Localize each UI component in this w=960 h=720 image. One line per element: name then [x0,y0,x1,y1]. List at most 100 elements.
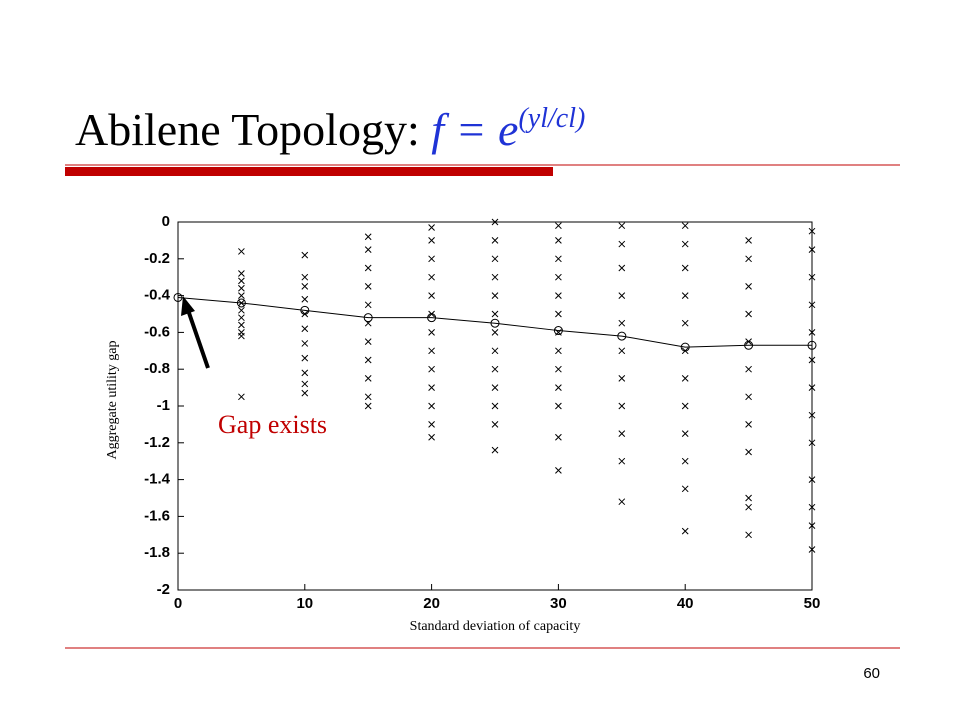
point [364,356,372,364]
point [618,457,626,465]
point [301,369,309,377]
y-tick-label: -0.4 [144,287,171,304]
y-tick-label: -1 [157,397,170,414]
point [808,329,816,336]
point [555,255,562,263]
point [428,329,435,336]
point [555,310,562,318]
point [618,347,626,355]
point [364,301,372,309]
point [618,240,626,248]
x-tick-label: 10 [296,595,313,612]
point [555,365,562,373]
slide-title: Abilene Topology: f = e(yl/cl) [75,103,585,155]
point [681,319,689,327]
point [555,402,562,410]
point [364,233,372,241]
point [238,332,245,340]
x-axis-label: Standard deviation of capacity [410,619,581,634]
point [364,393,372,401]
point [301,283,309,290]
point [681,430,689,437]
point [301,389,309,397]
point [808,273,816,281]
mean-marker [807,340,817,350]
point [238,321,245,329]
annotation-arrow [186,309,210,369]
y-tick-label: -1.6 [144,507,170,524]
point [301,354,309,362]
y-tick-label: -0.6 [144,323,170,340]
x-tick-label: 0 [174,595,182,612]
point [745,283,752,290]
title-superscript: (yl/cl) [518,103,585,134]
point [555,222,562,230]
point [808,546,816,553]
point [238,284,245,292]
point [618,319,626,327]
point [301,380,309,388]
point [555,384,562,391]
y-tick-label: 0 [162,213,170,230]
point [745,393,752,401]
point [428,384,435,391]
mean-marker [236,298,246,308]
point [491,237,499,244]
point [745,255,752,263]
point [428,421,435,428]
point [808,301,816,309]
point [364,338,372,345]
point [555,467,562,474]
point [681,292,689,299]
y-tick-label: -2 [157,581,170,598]
point [491,365,499,373]
point [364,402,372,410]
point [681,527,689,535]
point [618,402,626,410]
point [428,237,435,244]
title-formula: f = e [431,104,518,155]
point [238,292,245,299]
point [238,248,245,255]
point [301,251,309,259]
point [618,222,626,230]
point [681,402,689,410]
point [745,237,752,244]
point [428,365,435,373]
point [428,402,435,410]
point [808,476,816,483]
point [364,264,372,272]
point [618,498,626,506]
x-tick-label: 40 [677,595,694,612]
mean-marker [173,292,183,302]
point [491,347,499,355]
point [618,292,626,299]
mean-marker [363,313,373,323]
point [428,433,435,441]
point [301,273,309,281]
point [364,375,372,382]
point [364,283,372,290]
point [681,375,689,382]
point [555,273,562,281]
title-bar [65,167,553,176]
mean-marker [680,342,690,352]
point [428,292,435,299]
point [491,218,499,226]
point [238,306,245,314]
annotation: Gap exists [218,410,327,439]
point [491,421,499,428]
y-tick-label: -1.4 [144,471,171,488]
point [681,485,689,493]
point [491,329,499,336]
point [491,273,499,281]
point [238,393,245,401]
point [491,310,499,318]
point [808,356,816,364]
y-tick-label: -0.8 [144,360,170,377]
point [618,264,626,272]
mean-line [177,296,812,348]
point [364,246,372,253]
point [555,237,562,244]
point [428,224,435,231]
